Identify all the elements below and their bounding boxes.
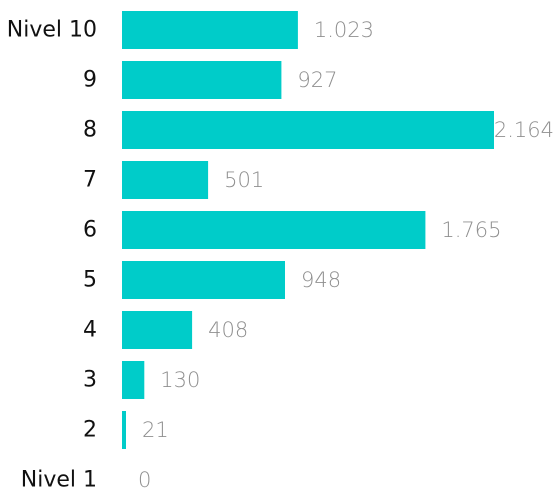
category-label: 4 (83, 318, 97, 343)
bar-5 (122, 211, 426, 249)
category-label: 3 (83, 368, 97, 393)
bar-6 (122, 261, 285, 299)
value-label: 927 (297, 68, 337, 92)
category-label: 7 (83, 168, 97, 193)
value-label: 130 (160, 368, 200, 392)
value-label: 21 (142, 418, 169, 442)
value-label: 948 (301, 268, 341, 292)
bar-7 (122, 311, 193, 349)
value-label: 408 (208, 318, 248, 342)
category-label: Nivel 1 (21, 468, 97, 493)
category-label: 8 (83, 118, 97, 143)
value-label: 2.164 (494, 118, 554, 142)
bar-9 (122, 411, 126, 449)
bar-1 (122, 11, 298, 49)
category-label: 9 (83, 68, 97, 93)
value-label: 0 (138, 468, 151, 492)
value-labels-layer: 1.023 927 2.164 501 1.765 948 408 130 21 0 (138, 18, 554, 492)
value-label: 1.765 (441, 218, 501, 242)
category-label: 2 (83, 418, 97, 443)
bars-layer (122, 11, 494, 449)
category-label: 5 (83, 268, 97, 293)
value-label: 501 (224, 168, 264, 192)
category-label: 6 (83, 218, 97, 243)
value-label: 1.023 (314, 18, 374, 42)
bar-2 (122, 61, 282, 99)
bar-8 (122, 361, 145, 399)
category-label: Nivel 10 (7, 18, 97, 43)
bar-3 (122, 111, 494, 149)
category-labels-layer: Nivel 10 9 8 7 6 5 4 3 2 Nivel 1 (7, 18, 97, 493)
bar-4 (122, 161, 209, 199)
